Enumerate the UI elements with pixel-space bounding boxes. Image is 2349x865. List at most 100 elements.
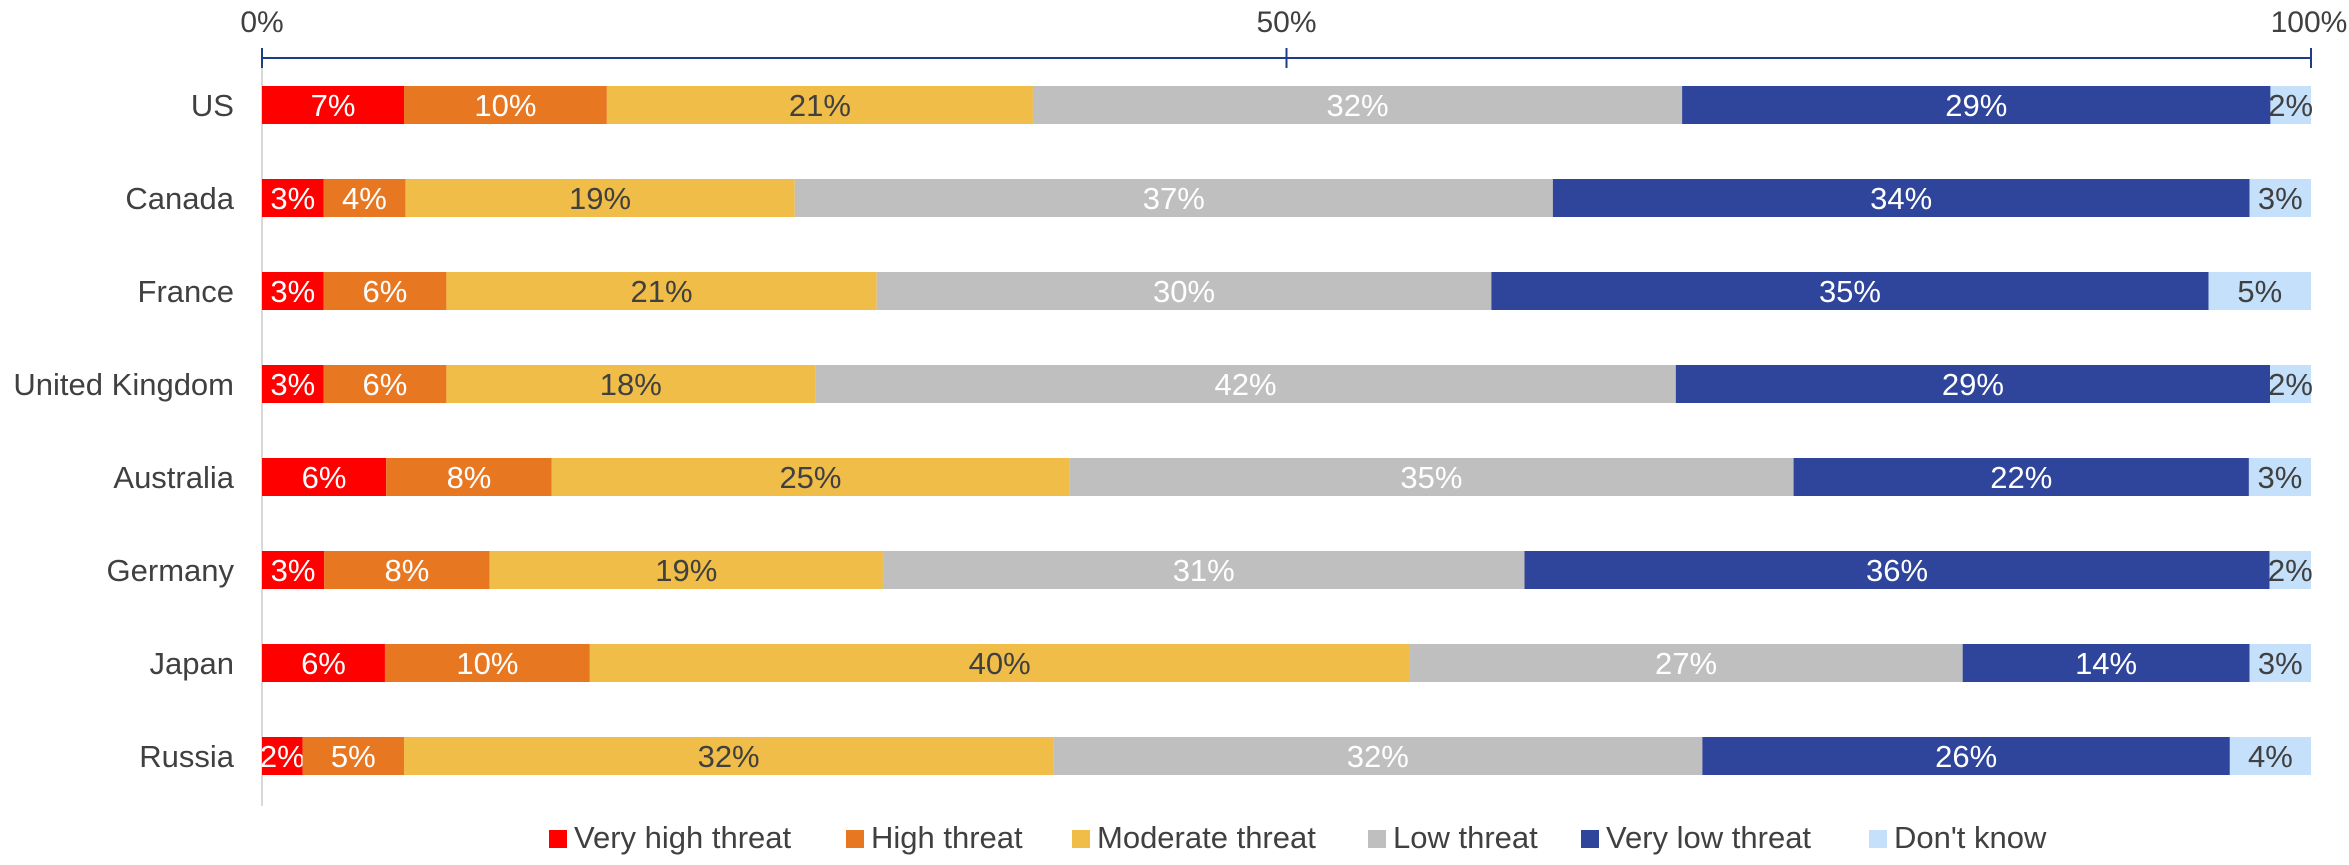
legend-label: High threat (871, 820, 1023, 855)
legend-swatch (549, 830, 567, 848)
data-label: 30% (1153, 274, 1215, 309)
legend-label: Low threat (1393, 820, 1538, 855)
bar-segment (262, 179, 324, 217)
data-label: 10% (456, 646, 518, 681)
data-label: 29% (1942, 367, 2004, 402)
data-label: 42% (1214, 367, 1276, 402)
data-label: 8% (384, 553, 429, 588)
legend-swatch (1072, 830, 1090, 848)
axis-layer: 0% 50% 100% (240, 6, 2347, 806)
data-label: 7% (311, 88, 356, 123)
bar-segment (2249, 179, 2311, 217)
data-label: 2% (260, 739, 305, 774)
data-label: 32% (698, 739, 760, 774)
bar-segment (404, 737, 1054, 775)
bar-segment (1409, 644, 1963, 682)
bar-segment (2229, 737, 2311, 775)
data-label: 27% (1655, 646, 1717, 681)
bar-segment (446, 272, 877, 310)
data-label: 2% (2268, 88, 2313, 123)
bar-segment (1491, 272, 2209, 310)
data-label: 36% (1866, 553, 1928, 588)
data-label: 3% (2258, 646, 2303, 681)
bar-segment (262, 551, 325, 589)
data-label: 8% (447, 460, 492, 495)
data-label: 3% (2258, 460, 2303, 495)
bar-segment (1675, 365, 2271, 403)
bar-segment (405, 179, 795, 217)
data-label: 14% (2075, 646, 2137, 681)
bar-segment (386, 458, 552, 496)
data-label: 6% (302, 460, 347, 495)
bar-segment (262, 272, 324, 310)
bar-segment (1069, 458, 1794, 496)
bar-segment (1032, 86, 1683, 124)
data-label: 29% (1945, 88, 2007, 123)
bar-segment (1962, 644, 2250, 682)
bar-segment (262, 737, 303, 775)
bar-segment (302, 737, 405, 775)
x-tick-label: 0% (240, 6, 283, 39)
data-label: 6% (363, 367, 408, 402)
bar-segment (2270, 86, 2311, 124)
data-label: 19% (655, 553, 717, 588)
category-label: US (191, 88, 234, 123)
category-label: United Kingdom (13, 367, 234, 402)
data-label: 4% (2248, 739, 2293, 774)
data-label: 18% (600, 367, 662, 402)
legend-label: Don't know (1894, 820, 2047, 855)
bar-segment (876, 272, 1492, 310)
data-label: 34% (1870, 181, 1932, 216)
data-label: 2% (2268, 553, 2313, 588)
bars-layer: US 7% 10% 21% 32% 29% 2% Canada 3% 4% 19% 37% 34% 3% F… (13, 86, 2313, 775)
data-label: 25% (779, 460, 841, 495)
bar-segment (606, 86, 1033, 124)
bar-segment (589, 644, 1410, 682)
bar-segment (384, 644, 590, 682)
legend-swatch (846, 830, 864, 848)
data-label: 35% (1400, 460, 1462, 495)
bar-segment (262, 86, 405, 124)
data-label: 26% (1935, 739, 1997, 774)
data-label: 3% (2258, 181, 2303, 216)
bar-segment (323, 179, 406, 217)
legend-swatch (1368, 830, 1386, 848)
data-label: 21% (789, 88, 851, 123)
bar-segment (1053, 737, 1703, 775)
bar-segment (882, 551, 1525, 589)
data-label: 3% (270, 367, 315, 402)
legend-label: Very low threat (1606, 820, 1811, 855)
bar-segment (404, 86, 607, 124)
data-label: 6% (301, 646, 346, 681)
legend: Very high threat High threat Moderate thre… (549, 820, 2047, 855)
bar-segment (262, 458, 387, 496)
bar-segment (489, 551, 883, 589)
data-label: 5% (331, 739, 376, 774)
bar-segment (324, 551, 490, 589)
bar-segment (2269, 551, 2311, 589)
category-label: Russia (139, 739, 235, 774)
bar-segment (1682, 86, 2271, 124)
bar-segment (2208, 272, 2311, 310)
bar-segment (2270, 365, 2311, 403)
bar-segment (1552, 179, 2250, 217)
bar-segment (1793, 458, 2249, 496)
category-label: Germany (107, 553, 235, 588)
data-label: 35% (1819, 274, 1881, 309)
bar-segment (551, 458, 1070, 496)
data-label: 3% (270, 274, 315, 309)
bar-segment (262, 644, 385, 682)
bar-segment (262, 365, 324, 403)
data-label: 5% (2237, 274, 2282, 309)
data-label: 6% (363, 274, 408, 309)
data-label: 21% (631, 274, 693, 309)
bar-segment (446, 365, 816, 403)
data-label: 3% (270, 181, 315, 216)
x-tick-label: 50% (1256, 6, 1316, 39)
legend-swatch (1869, 830, 1887, 848)
category-label: Japan (150, 646, 234, 681)
x-tick-label: 100% (2271, 6, 2348, 39)
category-label: Australia (113, 460, 234, 495)
data-label: 10% (474, 88, 536, 123)
